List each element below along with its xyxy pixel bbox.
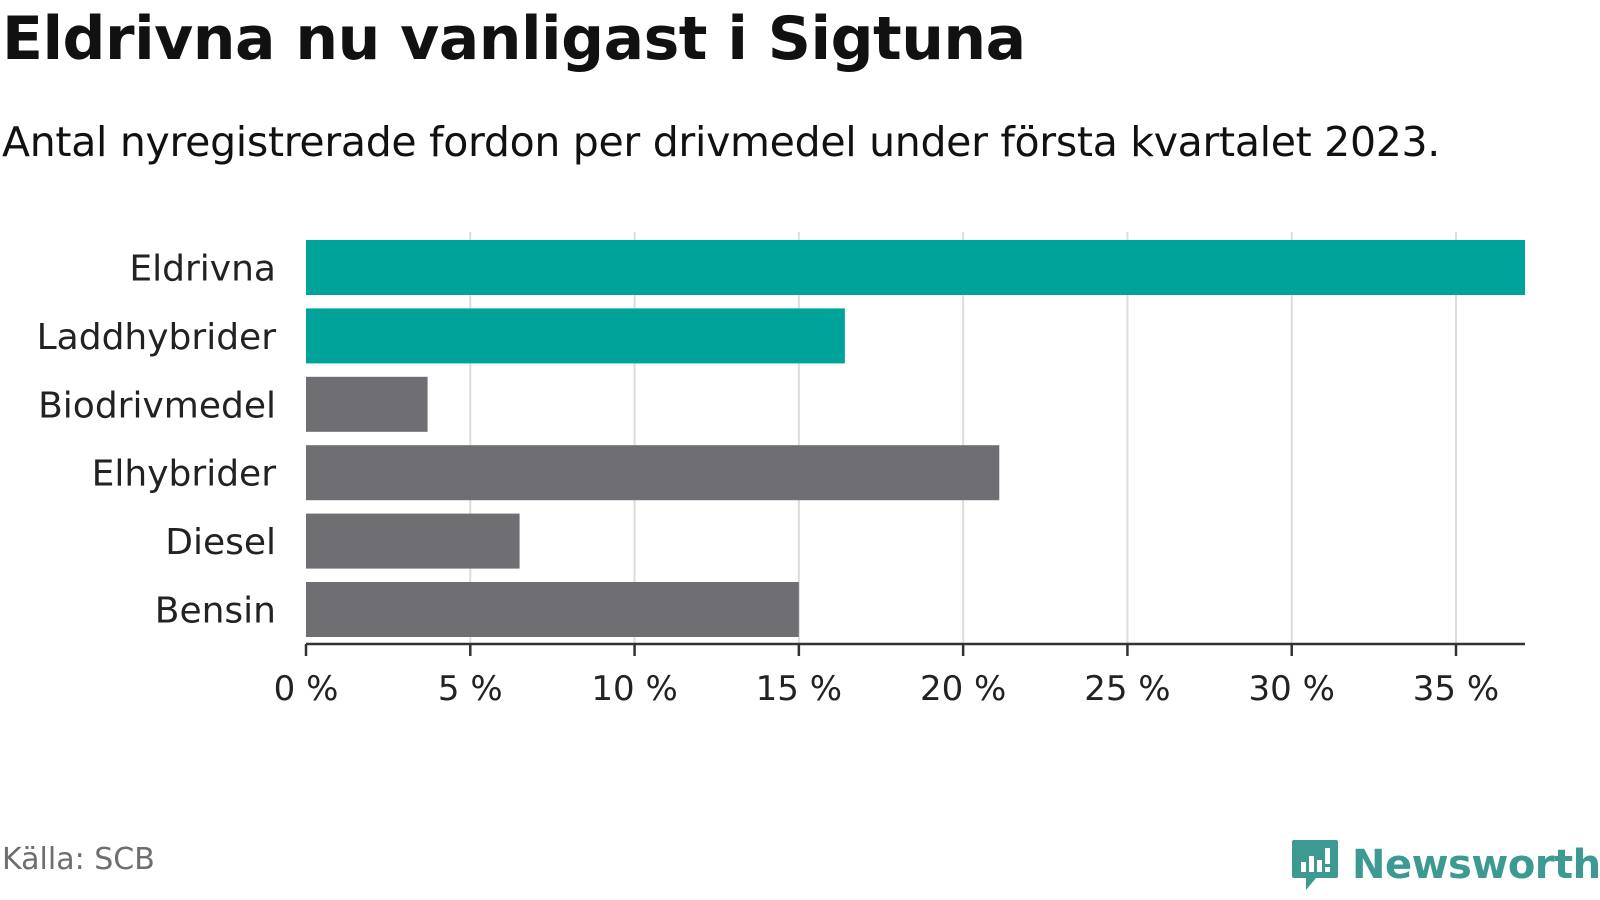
x-tick-label: 5 %: [438, 669, 503, 709]
bar: [306, 513, 520, 569]
bar: [306, 582, 799, 637]
newsworthy-logo-icon: [1292, 840, 1338, 890]
source-label: Källa: SCB: [2, 842, 155, 877]
bar: [306, 445, 1000, 501]
x-tick-label: 15 %: [756, 669, 842, 709]
category-label: Bensin: [155, 591, 276, 632]
bar: [306, 308, 845, 364]
chart-subtitle: Antal nyregistrerade fordon per drivmede…: [2, 118, 1441, 166]
category-label: Biodrivmedel: [38, 385, 276, 426]
x-tick-label: 10 %: [591, 669, 677, 709]
x-tick-label: 30 %: [1249, 669, 1335, 709]
bar: [306, 240, 1525, 295]
bar: [306, 376, 428, 432]
chart-title: Eldrivna nu vanligast i Sigtuna: [2, 4, 1026, 74]
category-label: Eldrivna: [129, 249, 276, 290]
brand-name: Newsworthy: [1352, 842, 1600, 888]
category-label: Laddhybrider: [37, 317, 277, 358]
brand-logo-block: Newsworthy: [1290, 840, 1600, 890]
x-tick-label: 0 %: [274, 669, 339, 709]
x-tick-label: 25 %: [1084, 669, 1170, 709]
x-tick-label: 20 %: [920, 669, 1006, 709]
category-label: Elhybrider: [92, 454, 277, 495]
x-tick-label: 35 %: [1413, 669, 1499, 709]
category-label: Diesel: [165, 522, 276, 563]
bar-chart: Eldrivna Laddhybrider Biodrivmedel Elhybrid…: [37, 232, 1525, 709]
